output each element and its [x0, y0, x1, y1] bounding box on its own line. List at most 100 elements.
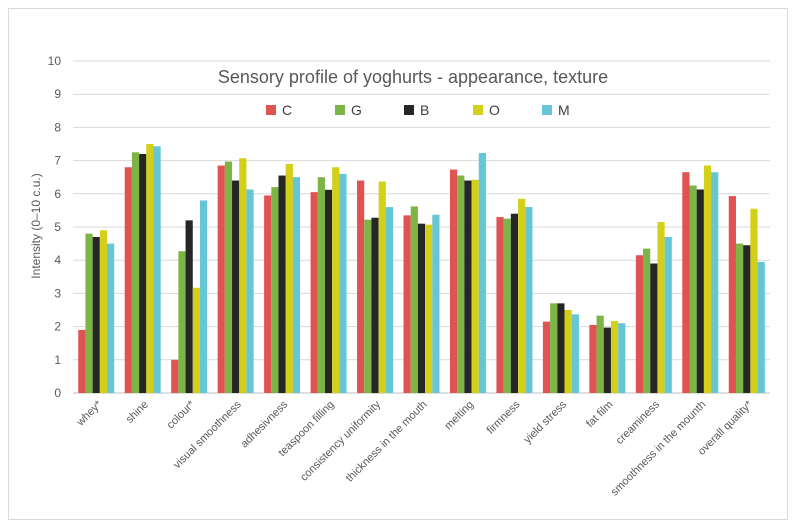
bar-C-9 — [449, 169, 458, 393]
bar-O-12 — [610, 320, 619, 393]
bar-B-2 — [139, 153, 147, 393]
x-tick-label: yield stress — [522, 398, 570, 446]
bar-G-7 — [364, 219, 372, 393]
x-tick-label: fat film — [584, 399, 615, 430]
bar-O-3 — [192, 287, 200, 393]
y-axis-ticks: 0 1 2 3 4 5 6 7 8 9 10 — [48, 54, 62, 400]
y-tick-label: 4 — [54, 253, 61, 267]
y-tick-label: 6 — [54, 187, 61, 201]
y-tick-label: 10 — [48, 54, 62, 68]
bar-M-10 — [525, 207, 533, 393]
x-tick-label: melting — [443, 399, 477, 433]
bar-M-15 — [757, 261, 765, 393]
legend-swatch-C — [266, 105, 276, 115]
bar-O-2 — [146, 144, 154, 393]
x-tick-label: shine — [124, 399, 151, 426]
x-tick-label: smoothness in the mounth — [609, 399, 709, 499]
bar-M-13 — [664, 236, 672, 393]
bar-G-2 — [131, 152, 140, 393]
y-tick-label: 3 — [54, 286, 61, 300]
bar-M-9 — [478, 152, 486, 393]
y-tick-label: 1 — [54, 353, 61, 367]
bar-G-4 — [224, 161, 233, 393]
bar-G-9 — [457, 175, 465, 393]
bar-B-10 — [510, 213, 519, 393]
bar-C-1 — [78, 329, 86, 393]
bar-C-7 — [357, 180, 365, 393]
legend-swatch-G — [335, 105, 345, 115]
legend-swatch-B — [404, 105, 414, 115]
bar-M-14 — [711, 172, 719, 393]
y-tick-label: 8 — [54, 120, 61, 134]
bar-C-14 — [682, 172, 690, 393]
y-tick-label: 2 — [54, 320, 61, 334]
legend-label-G: G — [351, 102, 362, 118]
bar-B-9 — [464, 180, 472, 393]
bar-B-1 — [92, 236, 100, 393]
bar-B-8 — [417, 223, 426, 393]
bar-B-12 — [603, 327, 611, 393]
bar-G-6 — [317, 177, 325, 393]
bar-C-10 — [496, 217, 504, 393]
bar-C-11 — [542, 321, 551, 393]
bar-O-6 — [332, 167, 340, 393]
bar-M-3 — [199, 200, 208, 393]
bar-M-4 — [246, 189, 254, 393]
bar-B-5 — [278, 175, 286, 393]
x-tick-label: whey* — [74, 398, 105, 429]
bar-B-14 — [696, 189, 704, 393]
bar-C-15 — [728, 196, 736, 393]
x-axis-ticks: whey* shine colour*visual smoothnessadhesi… — [74, 398, 755, 498]
bar-O-1 — [99, 230, 108, 393]
legend-label-M: M — [558, 102, 570, 118]
bar-O-9 — [471, 179, 479, 393]
bar-G-15 — [735, 243, 744, 393]
y-tick-label: 0 — [54, 386, 61, 400]
bar-B-3 — [185, 220, 193, 393]
x-tick-label: colour* — [165, 398, 198, 431]
bar-G-3 — [178, 251, 186, 393]
bar-G-11 — [550, 303, 558, 393]
y-tick-label: 9 — [54, 87, 61, 101]
bar-G-5 — [271, 187, 279, 393]
legend-swatch-M — [542, 105, 552, 115]
bar-O-13 — [657, 222, 665, 393]
bar-B-6 — [324, 189, 333, 393]
bar-M-5 — [292, 177, 301, 393]
bar-C-5 — [264, 195, 272, 393]
bar-M-1 — [107, 243, 115, 393]
bars — [78, 144, 765, 393]
bar-O-14 — [703, 165, 712, 393]
y-tick-label: 7 — [54, 154, 61, 168]
bar-B-7 — [371, 217, 379, 393]
bar-O-5 — [285, 163, 293, 393]
y-tick-label: 5 — [54, 220, 61, 234]
bar-G-1 — [85, 233, 93, 393]
bar-O-8 — [425, 224, 433, 393]
bar-B-11 — [557, 303, 565, 393]
bar-M-2 — [153, 146, 161, 393]
bar-O-15 — [750, 208, 758, 393]
bar-C-3 — [171, 359, 179, 393]
chart-title: Sensory profile of yoghurts - appearance… — [218, 67, 608, 87]
legend-label-B: B — [420, 102, 429, 118]
bar-C-13 — [635, 255, 644, 393]
bar-C-2 — [124, 167, 132, 393]
x-tick-label: adhesivness — [238, 398, 290, 450]
bar-C-8 — [403, 215, 411, 393]
bar-C-12 — [589, 324, 597, 393]
bar-M-8 — [432, 214, 440, 393]
bar-G-12 — [596, 315, 604, 393]
bar-O-7 — [378, 181, 386, 393]
legend-label-O: O — [489, 102, 500, 118]
x-tick-label: consistency uniformity — [298, 398, 383, 483]
bar-G-13 — [643, 248, 651, 393]
bar-M-12 — [618, 323, 626, 393]
bar-M-6 — [339, 173, 347, 393]
bar-B-4 — [232, 180, 240, 393]
bar-G-14 — [689, 185, 697, 393]
bar-C-4 — [217, 165, 225, 393]
x-tick-label: thickness in the mouth — [344, 399, 430, 485]
bar-O-11 — [564, 310, 572, 393]
